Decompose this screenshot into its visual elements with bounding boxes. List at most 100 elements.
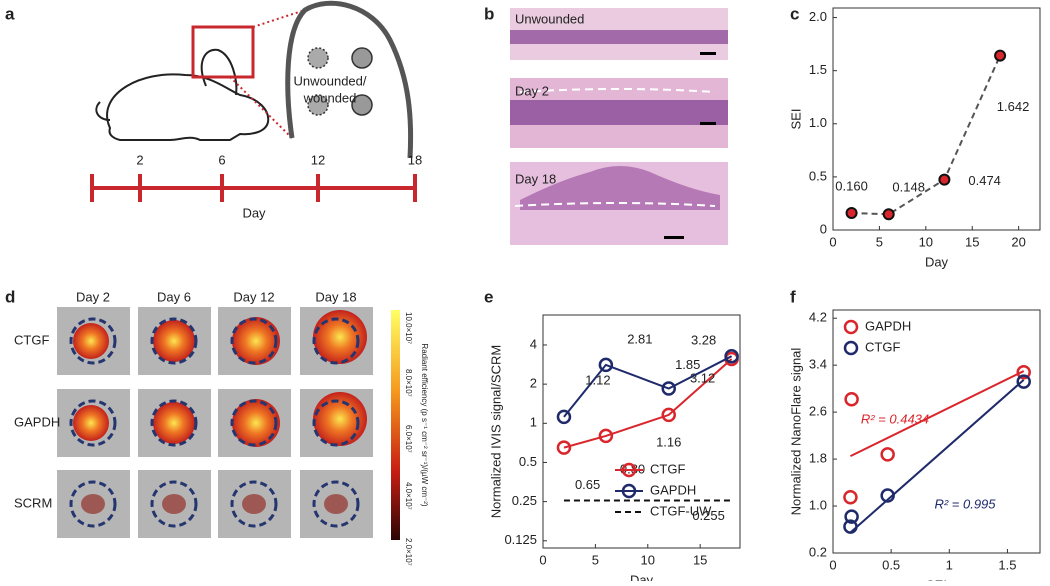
data-point <box>938 173 951 186</box>
signal-blob <box>73 323 109 359</box>
y-tick-label: 0 <box>820 221 827 236</box>
x-axis-label: Day <box>630 572 654 581</box>
colorbar-tick: 10.0×10⁷ <box>404 312 413 344</box>
series-line <box>563 358 733 449</box>
x-tick-label: 10 <box>641 552 655 567</box>
x-tick-label: 15 <box>693 552 707 567</box>
roi-circle <box>150 480 198 528</box>
panel-label: f <box>790 287 796 306</box>
colorbar-label: Radiant efficiency (p s⁻¹ cm⁻² sr⁻¹)/(µW… <box>420 343 429 506</box>
signal-blob <box>81 494 105 514</box>
value-label: 3.12 <box>690 370 715 385</box>
data-point <box>844 509 859 524</box>
roi-circle <box>230 317 278 365</box>
roi-circle <box>312 317 360 365</box>
y-tick-label: 0.5 <box>519 454 537 469</box>
x-tick-label: 0 <box>539 552 546 567</box>
value-label: 0.160 <box>835 178 868 193</box>
value-label: 1.85 <box>675 357 700 372</box>
plot-frame <box>542 314 741 549</box>
colorbar-tick: 2.0×10⁷ <box>404 538 413 566</box>
data-point <box>880 488 895 503</box>
wound-sites <box>307 47 373 116</box>
colorbar-tick: 8.0×10⁷ <box>404 369 413 397</box>
data-point <box>845 207 858 220</box>
data-point <box>556 440 572 455</box>
y-tick-label: 3.4 <box>809 357 827 372</box>
data-point <box>1016 364 1031 380</box>
y-tick-label: 4.2 <box>809 310 827 325</box>
y-axis-label: SEI <box>788 109 803 130</box>
value-label: 3.28 <box>691 333 716 348</box>
x-tick-label: 15 <box>965 234 979 249</box>
zoom-lines <box>229 9 306 139</box>
data-point <box>880 447 895 462</box>
y-tick-label: 0.5 <box>809 168 827 183</box>
y-tick-label: 2 <box>530 376 537 391</box>
legend-marker <box>621 483 637 499</box>
value-label: 1.642 <box>997 99 1030 114</box>
row-label: CTGF <box>14 332 49 347</box>
series-line <box>563 355 733 418</box>
panel-label: c <box>790 4 799 23</box>
value-label: 1.16 <box>656 434 681 449</box>
histology-label: Day 18 <box>515 171 556 186</box>
legend-label: CTGF <box>865 339 900 354</box>
legend-label: GAPDH <box>865 318 911 333</box>
data-point <box>1016 374 1031 389</box>
x-tick-label: 10 <box>919 234 933 249</box>
signal-blob <box>153 320 195 362</box>
y-tick-label: 4 <box>530 336 537 351</box>
signal-blob <box>242 494 266 514</box>
data-point <box>843 489 858 505</box>
timeline-label: 12 <box>311 152 325 167</box>
colorbar-tick: 4.0×10⁷ <box>404 482 413 510</box>
data-point <box>661 407 676 423</box>
panel-label: d <box>5 287 15 306</box>
roi-circle <box>150 399 198 447</box>
data-point <box>994 49 1007 62</box>
timeline-label: 2 <box>136 152 143 167</box>
x-tick-label: 1.5 <box>998 557 1016 572</box>
signal-blob <box>73 405 109 441</box>
fit-line <box>850 370 1025 458</box>
y-tick-label: 0.125 <box>504 532 537 547</box>
x-tick-label: 5 <box>592 552 599 567</box>
legend-marker <box>843 319 859 335</box>
x-tick-label: 0 <box>829 234 836 249</box>
series-line <box>851 55 1002 216</box>
data-point <box>598 357 614 373</box>
x-tick-label: 1 <box>946 557 953 572</box>
y-tick-label: 0.25 <box>512 493 537 508</box>
y-tick-label: 1 <box>530 415 537 430</box>
legend-label: GAPDH <box>650 482 696 497</box>
fit-line <box>849 379 1025 534</box>
signal-blob <box>324 494 348 514</box>
panel-label: e <box>484 287 493 306</box>
value-label: 0.255 <box>692 508 725 523</box>
timeline-label: 6 <box>218 152 225 167</box>
value-label: 2.81 <box>627 331 652 346</box>
x-tick-label: 5 <box>876 234 883 249</box>
roi-circle <box>230 399 278 447</box>
y-tick-label: 0.2 <box>809 544 827 559</box>
histology <box>510 8 728 245</box>
data-point <box>843 519 858 534</box>
y-tick-label: 1.5 <box>809 62 827 77</box>
annotation: R² = 0.995 <box>934 496 996 511</box>
column-label: Day 2 <box>76 289 110 304</box>
value-label: 0.65 <box>575 477 600 492</box>
x-axis-label: Day <box>925 254 949 269</box>
histology-label: Unwounded <box>515 11 584 26</box>
data-point <box>882 208 895 221</box>
x-tick-label: 20 <box>1011 234 1025 249</box>
timeline-axis-label: Day <box>242 205 266 220</box>
x-axis-label: SEI <box>926 577 947 581</box>
y-tick-label: 1.0 <box>809 115 827 130</box>
annotation: R² = 0.4434 <box>861 411 929 426</box>
value-label: 1.12 <box>585 372 610 387</box>
column-label: Day 6 <box>157 289 191 304</box>
roi-circle <box>230 480 278 528</box>
legend-marker <box>843 340 859 356</box>
